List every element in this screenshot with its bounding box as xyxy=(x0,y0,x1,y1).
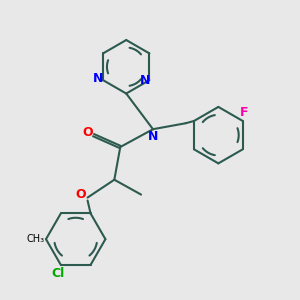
Text: F: F xyxy=(240,106,249,119)
Text: O: O xyxy=(82,126,93,139)
Text: N: N xyxy=(140,74,150,87)
Text: Cl: Cl xyxy=(51,267,64,280)
Text: N: N xyxy=(92,72,103,85)
Text: O: O xyxy=(76,188,86,201)
Text: CH₃: CH₃ xyxy=(26,234,45,244)
Text: N: N xyxy=(148,130,158,143)
